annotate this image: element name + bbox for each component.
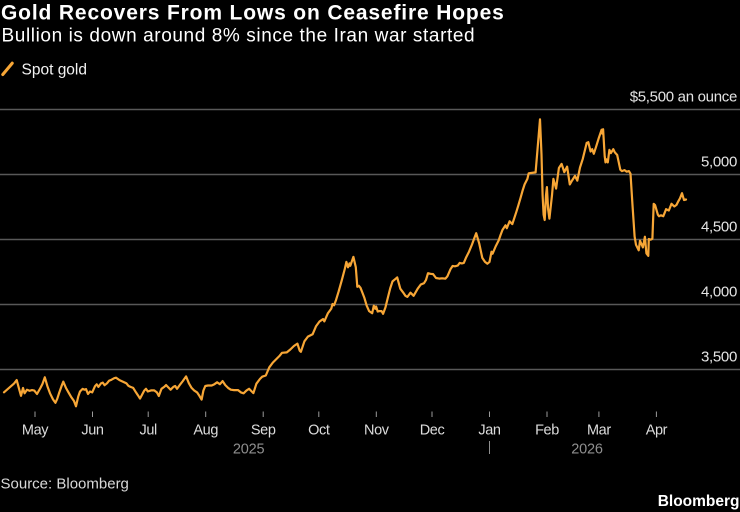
svg-text:5,000: 5,000 bbox=[701, 154, 737, 171]
svg-text:Dec: Dec bbox=[420, 423, 445, 439]
svg-text:Jul: Jul bbox=[140, 423, 158, 439]
svg-text:2026: 2026 bbox=[571, 442, 603, 458]
svg-text:Nov: Nov bbox=[364, 423, 390, 439]
svg-text:Oct: Oct bbox=[308, 423, 330, 439]
svg-text:Aug: Aug bbox=[193, 423, 218, 439]
svg-text:Bloomberg: Bloomberg bbox=[658, 493, 740, 510]
svg-text:Jun: Jun bbox=[81, 423, 104, 439]
svg-text:Apr: Apr bbox=[646, 423, 668, 439]
svg-text:Sep: Sep bbox=[251, 423, 276, 439]
svg-text:Jan: Jan bbox=[478, 423, 501, 439]
svg-text:Bullion is down around 8% sinc: Bullion is down around 8% since the Iran… bbox=[2, 26, 476, 47]
svg-text:Gold Recovers From Lows on Cea: Gold Recovers From Lows on Ceasefire Hop… bbox=[1, 2, 505, 25]
svg-text:2025: 2025 bbox=[233, 442, 265, 458]
svg-text:Spot gold: Spot gold bbox=[22, 61, 88, 78]
svg-text:4,000: 4,000 bbox=[701, 284, 737, 301]
svg-text:Feb: Feb bbox=[535, 423, 559, 439]
svg-text:3,500: 3,500 bbox=[701, 349, 737, 366]
svg-text:May: May bbox=[22, 423, 49, 439]
svg-text:Mar: Mar bbox=[587, 423, 611, 439]
svg-text:4,500: 4,500 bbox=[701, 219, 737, 236]
svg-text:Source: Bloomberg: Source: Bloomberg bbox=[1, 476, 129, 493]
svg-text:$5,500 an ounce: $5,500 an ounce bbox=[630, 89, 737, 106]
